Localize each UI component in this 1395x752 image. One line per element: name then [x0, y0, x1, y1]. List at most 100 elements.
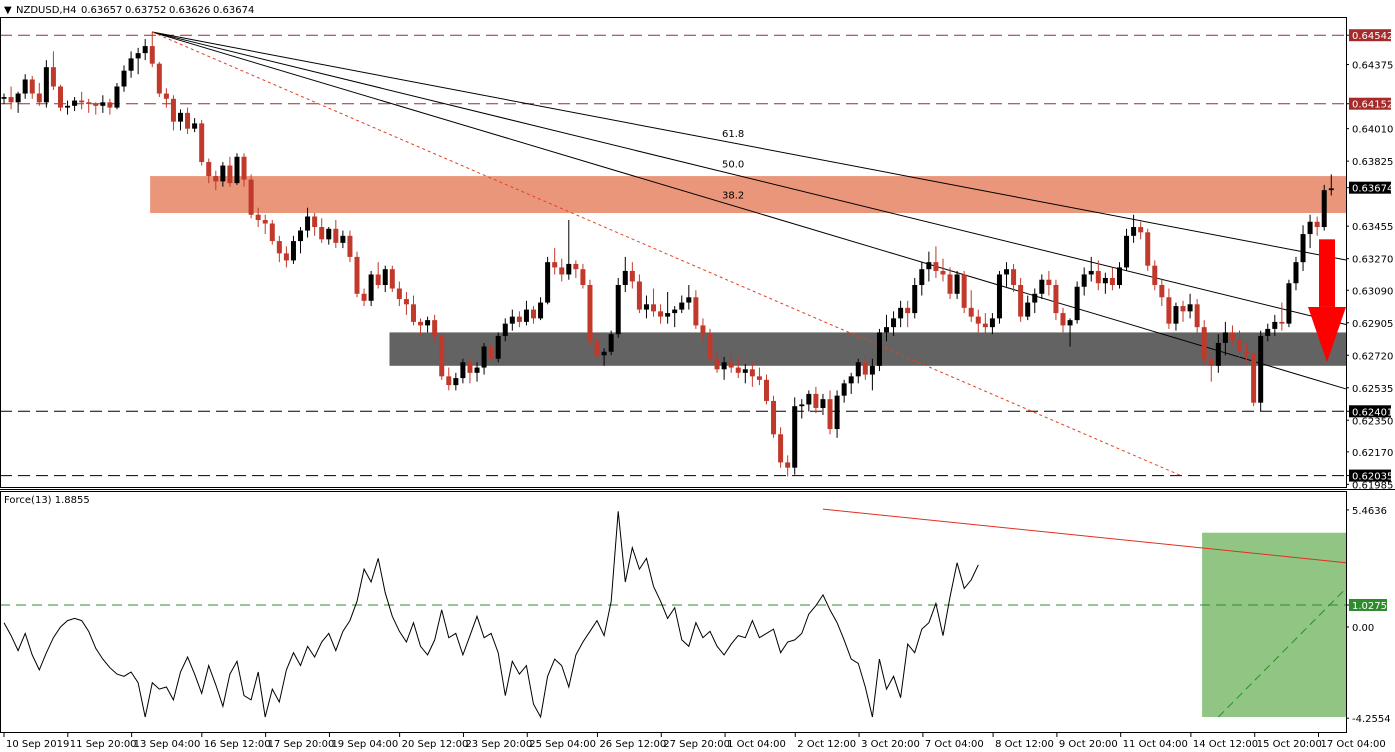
fib-label-38.2: 38.2	[722, 190, 744, 201]
price-panel-frame	[0, 17, 1347, 488]
candle-body	[340, 235, 346, 243]
candle-body	[163, 93, 169, 99]
candle-body	[1279, 321, 1285, 324]
price-tick-label: 0.62170	[1352, 448, 1393, 459]
candle-body	[531, 309, 536, 319]
fib-line-50.0	[152, 31, 1347, 325]
price-tag-label: 0.63674	[1352, 184, 1393, 195]
candle-body	[1145, 232, 1151, 266]
candle-body	[1293, 262, 1299, 284]
candle-body	[756, 376, 762, 380]
price-axis: 0.64542 0.64375 0.64152 0.64010 0.63825 0.636…	[1346, 29, 1393, 491]
candle-body	[1215, 342, 1221, 366]
time-tick-label: 7 Oct 04:00	[925, 739, 984, 750]
candle-body	[248, 179, 254, 215]
candle-body	[749, 369, 755, 377]
candle-body	[178, 112, 183, 122]
candle-body	[396, 288, 402, 300]
candle-body	[707, 334, 713, 359]
candle-body	[1039, 279, 1045, 294]
candle-body	[1011, 269, 1017, 285]
candle-body	[714, 358, 720, 370]
candle-body	[1053, 284, 1059, 314]
candle-body	[298, 230, 304, 242]
resistance-zone	[150, 176, 1347, 213]
candle-body	[742, 369, 748, 373]
fib-line-61.8	[152, 31, 1347, 261]
candle-body	[651, 304, 657, 312]
header-high: 0.63752	[125, 5, 166, 16]
candle-body	[538, 302, 544, 319]
down-arrow-shaft	[1319, 239, 1335, 307]
candle-body	[382, 269, 388, 285]
time-tick-label: 3 Oct 20:00	[861, 739, 920, 750]
candle-body	[474, 367, 480, 373]
candle-body	[884, 327, 889, 333]
price-tick-label: 0.63455	[1352, 222, 1393, 233]
candle-body	[996, 274, 1002, 319]
candle-body	[919, 269, 925, 285]
candle-body	[834, 395, 840, 430]
candle-body	[1138, 227, 1144, 233]
force-index-panel: 5.4636 1.0275 0.00 -4.2554 Force(13) 1.8855	[0, 495, 1391, 725]
candle-body	[898, 307, 904, 319]
force-series-line	[3, 511, 979, 719]
candle-body	[785, 462, 791, 468]
candle-body	[65, 105, 71, 108]
price-tick-label: 0.64375	[1352, 61, 1393, 72]
candle-body	[1300, 234, 1306, 263]
price-tag-bg	[1349, 469, 1391, 482]
candle-body	[1004, 269, 1010, 275]
force-tag-bg	[1349, 598, 1387, 611]
candle-body	[1222, 332, 1228, 343]
candle-body	[1032, 293, 1038, 303]
time-tick-label: 25 Sep 04:00	[529, 739, 596, 750]
time-tick-label: 2 Oct 12:00	[797, 739, 856, 750]
candle-body	[375, 274, 381, 285]
time-tick-label: 8 Oct 12:00	[995, 739, 1054, 750]
candle-body	[516, 316, 522, 322]
candle-body	[559, 267, 565, 275]
time-tick-label: 16 Sep 12:00	[204, 739, 271, 750]
candle-body	[1187, 304, 1193, 312]
candle-body	[658, 311, 664, 317]
time-tick-label: 19 Sep 04:00	[331, 739, 398, 750]
candle-body	[848, 376, 854, 384]
candle-body	[269, 223, 275, 242]
candle-body	[403, 299, 409, 305]
force-highlight-box	[1202, 532, 1346, 717]
candle-body	[1159, 284, 1165, 298]
candle-body	[333, 228, 339, 243]
candle-body	[799, 404, 805, 407]
candle-body	[460, 362, 466, 379]
support-zone	[389, 332, 1346, 366]
candle-body	[622, 270, 628, 285]
candle-body	[862, 362, 868, 375]
time-tick-label: 23 Sep 20:00	[465, 739, 532, 750]
candle-body	[1046, 279, 1052, 285]
candle-body	[778, 434, 784, 463]
candle-body	[523, 309, 529, 322]
candle-body	[855, 362, 861, 377]
time-tick-label: 15 Oct 20:00	[1257, 739, 1322, 750]
candle-body	[1095, 270, 1101, 284]
price-tick-label: 0.62720	[1352, 351, 1393, 362]
candle-body	[255, 214, 261, 221]
candle-body	[679, 302, 685, 310]
price-tag-label: 0.64152	[1352, 100, 1393, 111]
time-tick-label: 26 Sep 12:00	[599, 739, 666, 750]
horizontal-levels-layer	[0, 34, 1346, 477]
candle-body	[806, 393, 812, 405]
price-panel: 61.8 50.0 38.2 0.64542 0.64375 0.64152 0.6401…	[0, 5, 1393, 491]
price-tag-bg	[1349, 181, 1391, 194]
price-tick-label: 0.63090	[1352, 286, 1393, 297]
candle-body	[968, 307, 974, 317]
time-tick-label: 27 Sep 20:00	[663, 739, 730, 750]
candle-body	[905, 307, 911, 314]
candle-body	[954, 274, 960, 294]
header-symbol: NZDUSD,H4	[16, 5, 76, 16]
force-tag-label: 1.0275	[1352, 601, 1387, 612]
time-tick-label: 14 Oct 12:00	[1193, 739, 1258, 750]
